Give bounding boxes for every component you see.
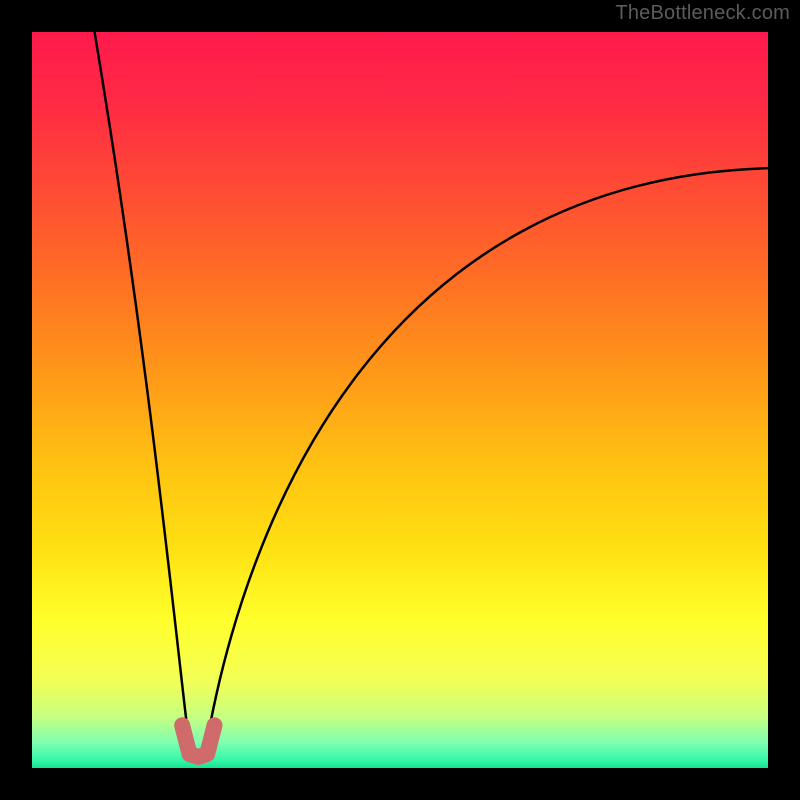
attribution-text: TheBottleneck.com <box>615 2 790 25</box>
stage: TheBottleneck.com <box>0 0 800 800</box>
bottleneck-chart <box>0 0 800 800</box>
chart-plot-area <box>32 32 768 768</box>
